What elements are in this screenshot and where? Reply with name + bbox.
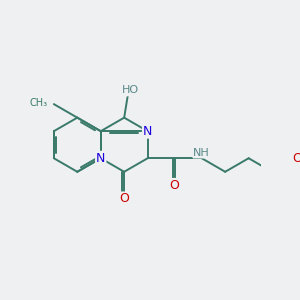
Text: CH₃: CH₃: [29, 98, 47, 108]
Text: O: O: [292, 152, 300, 165]
Text: O: O: [119, 193, 129, 206]
Text: O: O: [170, 179, 180, 192]
Text: HO: HO: [122, 85, 139, 95]
Text: NH: NH: [194, 148, 210, 158]
Text: N: N: [96, 152, 105, 165]
Text: N: N: [143, 125, 152, 138]
